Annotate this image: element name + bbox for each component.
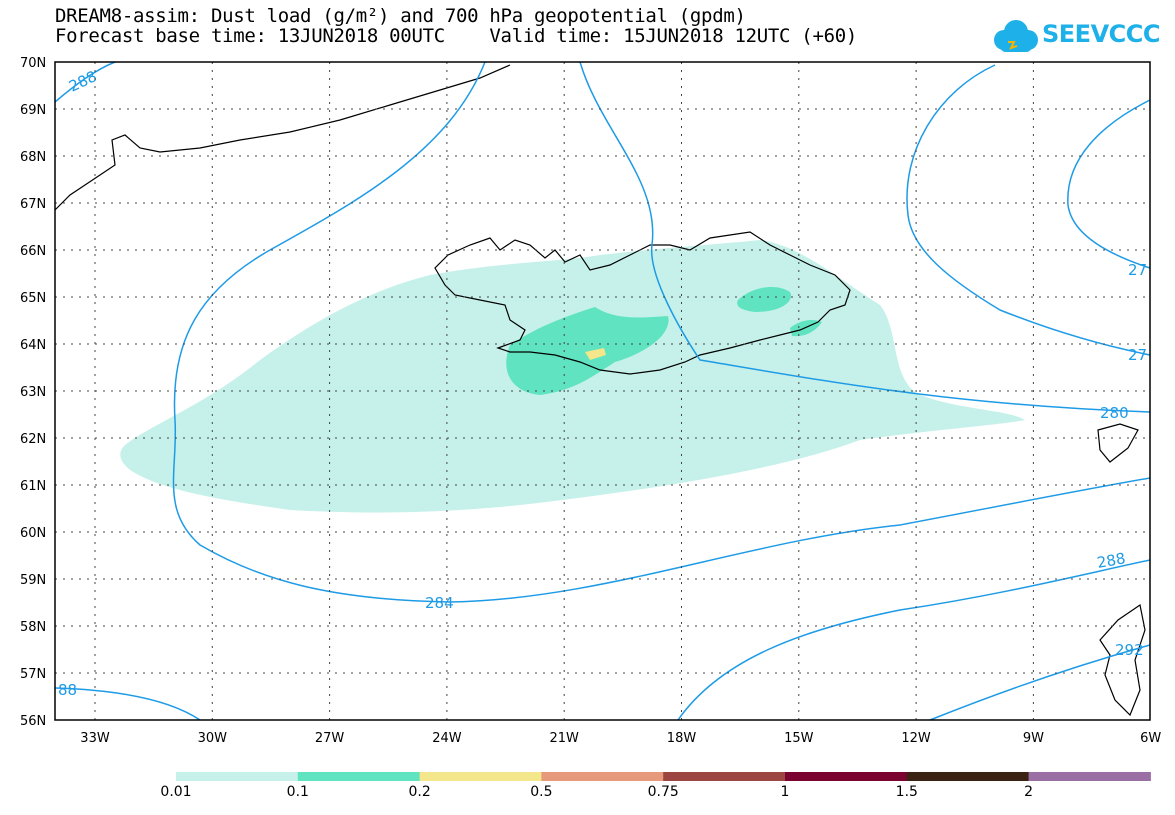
contour-label: 280 <box>1100 404 1129 422</box>
lat-label: 61N <box>20 479 46 494</box>
gridlines <box>55 62 1150 720</box>
lat-label: 67N <box>20 197 46 212</box>
colorbar-swatch <box>906 772 1030 781</box>
dust-area-mid-east <box>737 286 791 312</box>
lat-label: 65N <box>20 291 46 306</box>
lon-label: 12W <box>901 731 931 746</box>
colorbar-label: 2 <box>1024 784 1034 800</box>
colorbar-label: 0.2 <box>408 784 431 800</box>
colorbar-swatch <box>785 772 908 781</box>
colorbar-swatch <box>663 772 786 781</box>
lon-labels: 33W 30W 27W 24W 21W 18W 15W 12W 9W 6W <box>80 731 1161 746</box>
title-block: DREAM8-assim: Dust load (g/m²) and 700 h… <box>55 6 857 46</box>
colorbar-label: 0.5 <box>530 784 553 800</box>
iceland-coast <box>434 231 851 375</box>
colorbar-label: 1.5 <box>895 784 918 800</box>
lon-label: 30W <box>198 731 228 746</box>
colorbar-label: 0.01 <box>160 784 192 800</box>
lat-label: 58N <box>20 620 46 635</box>
lat-label: 68N <box>20 150 46 165</box>
dust-shading <box>120 240 1025 513</box>
lon-label: 27W <box>315 731 345 746</box>
contour-284 <box>172 61 1151 603</box>
colorbar-swatch <box>1028 772 1151 781</box>
contour-label-group: 288 284 280 288 27 27 292 88 <box>58 67 1147 699</box>
lon-label: 18W <box>667 731 697 746</box>
colorbar-label: 0.1 <box>286 784 309 800</box>
lat-labels: 70N 69N 68N 67N 66N 65N 64N 63N 62N 61N 60N 59N 58N 5… <box>20 56 46 729</box>
lat-label: 63N <box>20 385 46 400</box>
title-line-2: Forecast base time: 13JUN2018 00UTC Vali… <box>55 25 858 47</box>
contour-label: 284 <box>425 594 454 612</box>
seevccc-logo <box>994 20 1038 52</box>
lat-label: 59N <box>20 573 46 588</box>
colorbar <box>176 772 1151 781</box>
contour-label: 88 <box>58 681 77 699</box>
contours <box>54 61 1151 721</box>
cloud-icon <box>994 20 1038 52</box>
contour-label: 292 <box>1115 641 1144 659</box>
contour-label: 288 <box>1096 549 1127 572</box>
contour-292 <box>929 644 1151 721</box>
lon-label: 24W <box>432 731 462 746</box>
dust-area-mid <box>506 307 669 395</box>
contour-88-sw <box>54 687 201 721</box>
faroe-coast <box>1097 423 1139 463</box>
lon-label: 21W <box>549 731 579 746</box>
lon-label: 6W <box>1140 731 1161 746</box>
coastlines <box>54 64 1146 717</box>
contour-280 <box>579 61 1151 413</box>
title-line-1: DREAM8-assim: Dust load (g/m²) and 700 h… <box>55 5 746 27</box>
lat-label: 69N <box>20 103 46 118</box>
contour-27-right <box>1067 99 1151 269</box>
lat-label: 66N <box>20 244 46 259</box>
lat-label: 56N <box>20 714 46 729</box>
lat-label: 60N <box>20 526 46 541</box>
lon-label: 15W <box>784 731 814 746</box>
scotland-coast <box>1099 603 1146 717</box>
dust-area-high <box>585 348 606 360</box>
lat-label: 62N <box>20 432 46 447</box>
map-frame <box>54 61 1151 721</box>
contour-label: 27 <box>1128 346 1147 364</box>
contour-label: 27 <box>1128 261 1147 279</box>
lon-label: 33W <box>80 731 110 746</box>
contour-288-se <box>677 559 1151 721</box>
contour-288-nw <box>54 61 116 103</box>
colorbar-label: 1 <box>780 784 790 800</box>
colorbar-swatch <box>297 772 421 781</box>
colorbar-label: 0.75 <box>647 784 679 800</box>
contour-27-upper <box>906 64 1151 356</box>
lon-label: 9W <box>1023 731 1044 746</box>
colorbar-swatch <box>176 772 299 781</box>
logo-text: SEEVCCC <box>1042 20 1161 48</box>
lat-label: 64N <box>20 338 46 353</box>
colorbar-swatch <box>541 772 664 781</box>
lat-label: 70N <box>20 56 46 71</box>
colorbar-swatch <box>419 772 542 781</box>
lat-label: 57N <box>20 667 46 682</box>
greenland-coast <box>54 64 511 211</box>
